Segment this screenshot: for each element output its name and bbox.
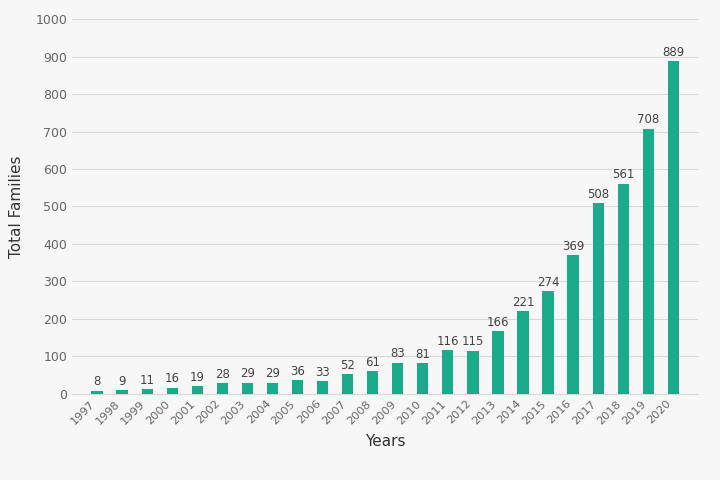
Text: 19: 19 xyxy=(190,371,204,384)
Y-axis label: Total Families: Total Families xyxy=(9,155,24,258)
Bar xyxy=(142,389,153,394)
Text: 508: 508 xyxy=(587,188,609,201)
Bar xyxy=(166,388,178,394)
Text: 81: 81 xyxy=(415,348,431,361)
Bar xyxy=(192,386,203,394)
Text: 29: 29 xyxy=(240,368,255,381)
Bar xyxy=(518,311,528,394)
Bar xyxy=(618,183,629,394)
Text: 166: 166 xyxy=(487,316,509,329)
X-axis label: Years: Years xyxy=(365,434,405,449)
Bar xyxy=(467,350,479,394)
Bar xyxy=(593,204,604,394)
Text: 61: 61 xyxy=(365,356,380,369)
Text: 83: 83 xyxy=(390,347,405,360)
Bar xyxy=(492,332,503,394)
Text: 36: 36 xyxy=(290,365,305,378)
Bar xyxy=(643,129,654,394)
Bar xyxy=(417,363,428,394)
Text: 29: 29 xyxy=(265,368,280,381)
Bar xyxy=(392,362,403,394)
Bar xyxy=(242,383,253,394)
Bar xyxy=(542,291,554,394)
Bar xyxy=(442,350,454,394)
Bar xyxy=(267,383,278,394)
Text: 369: 369 xyxy=(562,240,585,253)
Bar xyxy=(667,61,679,394)
Text: 9: 9 xyxy=(118,375,126,388)
Text: 708: 708 xyxy=(637,113,660,126)
Bar xyxy=(317,381,328,394)
Bar xyxy=(567,255,579,394)
Text: 33: 33 xyxy=(315,366,330,379)
Text: 28: 28 xyxy=(215,368,230,381)
Bar xyxy=(367,371,378,394)
Bar xyxy=(217,383,228,394)
Text: 274: 274 xyxy=(537,276,559,289)
Text: 221: 221 xyxy=(512,296,534,309)
Bar xyxy=(91,391,103,394)
Bar xyxy=(117,390,127,394)
Text: 16: 16 xyxy=(165,372,180,385)
Text: 115: 115 xyxy=(462,336,484,348)
Text: 8: 8 xyxy=(94,375,101,388)
Text: 52: 52 xyxy=(340,359,355,372)
Text: 116: 116 xyxy=(436,335,459,348)
Bar xyxy=(292,380,303,394)
Text: 889: 889 xyxy=(662,46,685,59)
Text: 561: 561 xyxy=(612,168,634,181)
Text: 11: 11 xyxy=(140,374,155,387)
Bar xyxy=(342,374,354,394)
